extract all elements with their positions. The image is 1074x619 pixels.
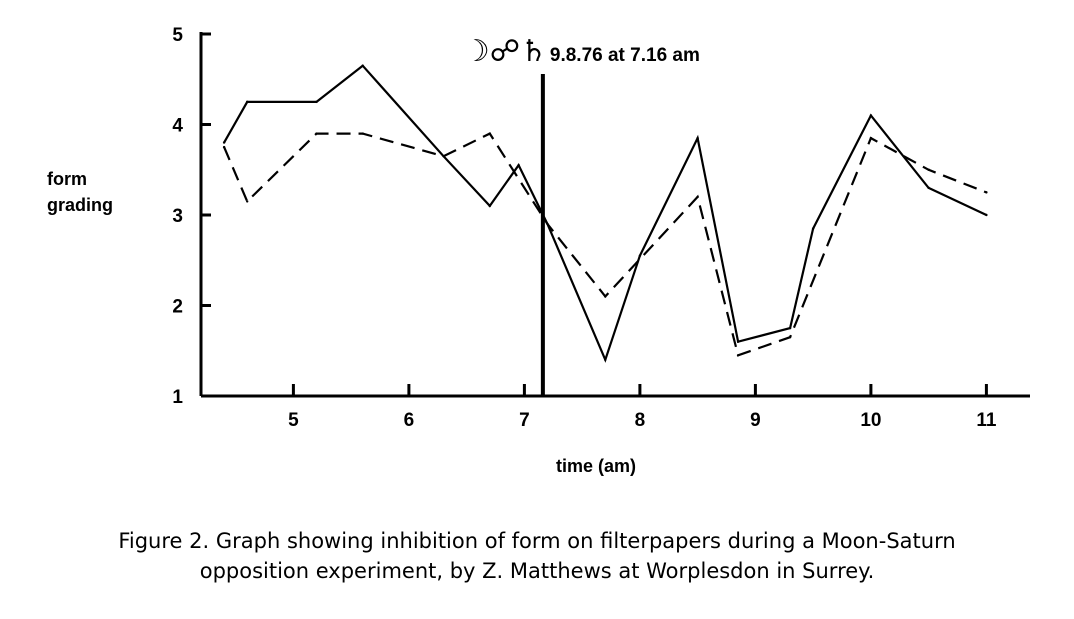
solid-series-point xyxy=(811,227,815,230)
dashed-series-point xyxy=(315,132,318,135)
dashed-series-point xyxy=(442,154,445,158)
solid-series-point xyxy=(246,100,249,104)
y-tick-label: 1 xyxy=(172,387,183,408)
solid-series-point xyxy=(361,64,364,67)
dashed-series-point xyxy=(927,168,930,171)
series-dashed-line xyxy=(223,132,987,357)
dashed-series-point xyxy=(696,195,699,199)
x-tick-label: 8 xyxy=(635,410,646,431)
y-tick-label: 3 xyxy=(172,206,183,227)
x-tick-label: 5 xyxy=(288,410,299,431)
axes: 1 2 3 4 5 5 6 7 8 9 10 11 xyxy=(172,25,1030,431)
x-tick-label: 6 xyxy=(404,410,415,431)
y-tick-label: 4 xyxy=(172,116,183,137)
dashed-series-point xyxy=(604,295,607,298)
solid-series-point xyxy=(788,326,792,330)
y-axis-label-line-2: grading xyxy=(47,195,113,215)
dashed-series-point xyxy=(985,191,988,194)
dashed-series-point xyxy=(361,132,364,135)
x-axis-label: time (am) xyxy=(556,456,636,476)
event-marker: ☽☍♄ 9.8.76 at 7.16 am xyxy=(463,34,700,396)
solid-series-point xyxy=(604,358,607,361)
event-marker-label: 9.8.76 at 7.16 am xyxy=(550,45,700,66)
dashed-series-point xyxy=(869,136,873,140)
y-tick-label: 2 xyxy=(172,297,183,318)
solid-series-point xyxy=(696,136,699,140)
dashed-series-point xyxy=(546,222,549,226)
y-tick-label: 5 xyxy=(172,25,183,46)
dashed-series-point xyxy=(488,132,491,135)
dashed-series-point xyxy=(246,200,249,203)
solid-series-point xyxy=(517,164,520,167)
x-tick-label: 11 xyxy=(976,410,997,431)
dashed-series-point xyxy=(788,335,792,339)
chart: 1 2 3 4 5 5 6 7 8 9 10 11 ☽☍♄ 9.8.76 at 7.16 am for… xyxy=(47,25,1030,476)
solid-series-point xyxy=(488,204,491,208)
solid-series-point xyxy=(869,114,873,117)
solid-series-point xyxy=(927,186,930,190)
figure-caption: Figure 2. Graph showing inhibition of fo… xyxy=(0,526,1074,586)
y-axis-label-line-1: form xyxy=(47,169,87,189)
x-tick-label: 7 xyxy=(519,410,530,431)
solid-series-point xyxy=(736,340,740,343)
solid-series-point xyxy=(638,254,642,257)
x-tick-label: 9 xyxy=(750,410,761,431)
solid-series-point xyxy=(985,213,988,217)
series-solid-line xyxy=(223,64,987,363)
x-tick-label: 10 xyxy=(860,410,881,431)
series-layer xyxy=(222,64,988,363)
caption-line-2: opposition experiment, by Z. Matthews at… xyxy=(199,559,875,583)
dashed-series-point xyxy=(222,145,226,149)
caption-line-1: Figure 2. Graph showing inhibition of fo… xyxy=(118,529,956,553)
moon-opposition-saturn-symbols: ☽☍♄ xyxy=(463,34,547,69)
dashed-series-point xyxy=(736,354,740,357)
solid-series-point xyxy=(222,141,226,144)
solid-series-point xyxy=(315,100,318,104)
